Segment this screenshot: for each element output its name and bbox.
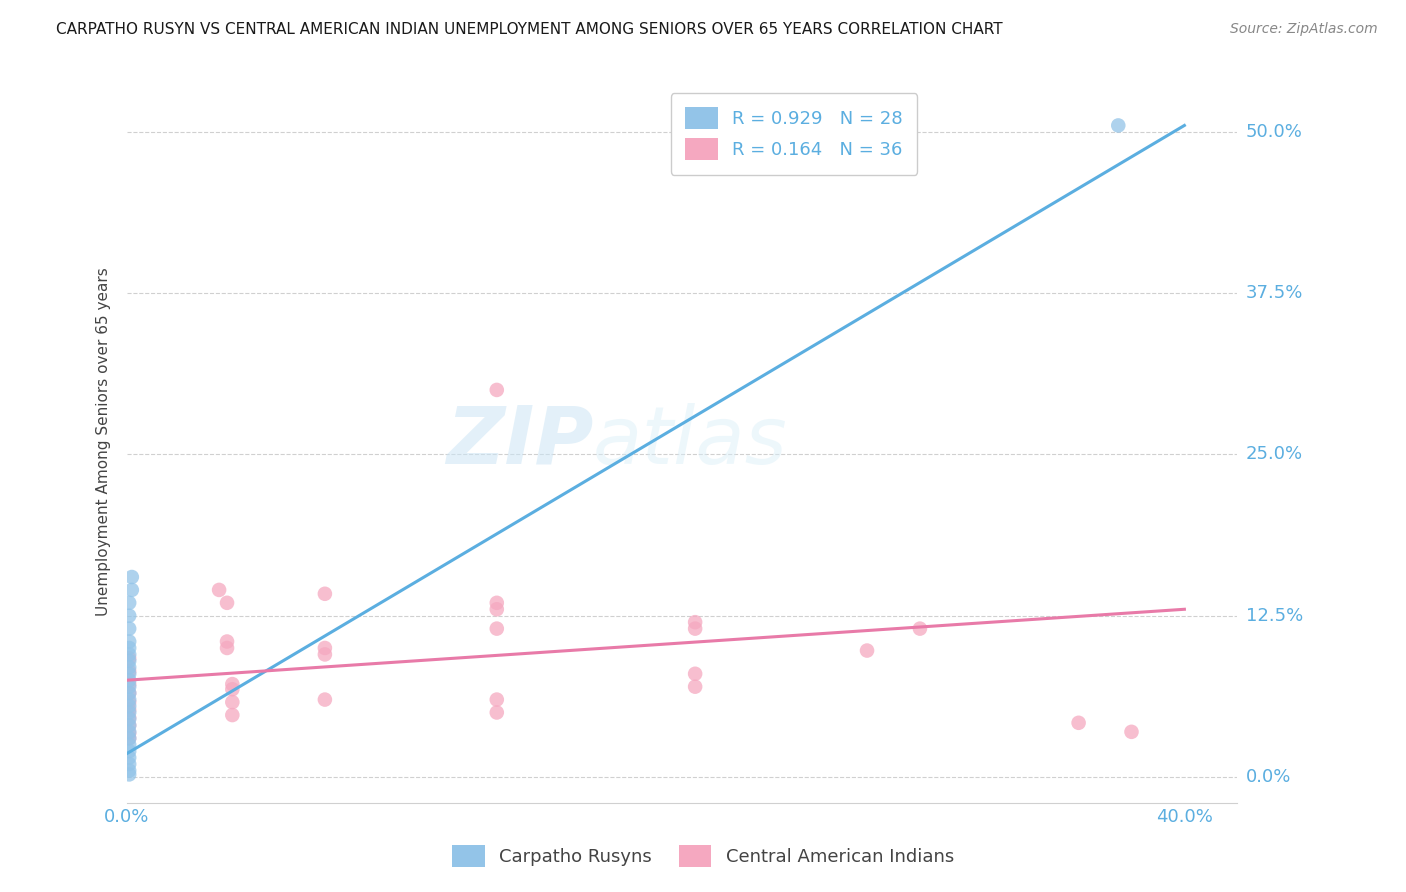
Point xyxy=(118,664,141,678)
Point xyxy=(485,692,508,706)
Point xyxy=(118,596,141,610)
Point xyxy=(314,692,336,706)
Point xyxy=(485,706,508,720)
Point xyxy=(118,718,141,732)
Point xyxy=(118,648,141,662)
Point xyxy=(683,680,706,694)
Point xyxy=(118,666,141,681)
Text: CARPATHO RUSYN VS CENTRAL AMERICAN INDIAN UNEMPLOYMENT AMONG SENIORS OVER 65 YEA: CARPATHO RUSYN VS CENTRAL AMERICAN INDIA… xyxy=(56,22,1002,37)
Point xyxy=(118,744,141,758)
Point xyxy=(1121,724,1143,739)
Point xyxy=(118,640,141,655)
Point xyxy=(683,666,706,681)
Text: Source: ZipAtlas.com: Source: ZipAtlas.com xyxy=(1230,22,1378,37)
Point xyxy=(314,587,336,601)
Point xyxy=(118,757,141,772)
Point xyxy=(118,750,141,764)
Point xyxy=(221,682,243,697)
Point xyxy=(118,726,141,740)
Point xyxy=(121,582,143,597)
Point xyxy=(314,640,336,655)
Point xyxy=(118,622,141,636)
Text: 37.5%: 37.5% xyxy=(1246,285,1303,302)
Point xyxy=(118,703,141,717)
Text: ZIP: ZIP xyxy=(446,402,593,481)
Point xyxy=(221,695,243,709)
Point xyxy=(118,738,141,752)
Point xyxy=(118,680,141,694)
Point xyxy=(118,651,141,665)
Legend: Carpatho Rusyns, Central American Indians: Carpatho Rusyns, Central American Indian… xyxy=(444,838,962,874)
Point xyxy=(118,660,141,674)
Point xyxy=(1067,715,1090,730)
Point xyxy=(118,634,141,648)
Point xyxy=(118,724,141,739)
Point xyxy=(118,677,141,691)
Point xyxy=(118,608,141,623)
Point xyxy=(118,686,141,700)
Point xyxy=(683,615,706,630)
Point xyxy=(118,718,141,732)
Text: 12.5%: 12.5% xyxy=(1246,607,1303,624)
Point xyxy=(485,383,508,397)
Point xyxy=(118,731,141,746)
Point xyxy=(118,764,141,778)
Point xyxy=(485,622,508,636)
Point xyxy=(208,582,231,597)
Point xyxy=(1107,119,1129,133)
Point xyxy=(118,711,141,725)
Point xyxy=(118,692,141,706)
Text: 50.0%: 50.0% xyxy=(1246,123,1302,141)
Point xyxy=(683,622,706,636)
Legend: R = 0.929   N = 28, R = 0.164   N = 36: R = 0.929 N = 28, R = 0.164 N = 36 xyxy=(671,93,917,175)
Point xyxy=(314,648,336,662)
Text: 25.0%: 25.0% xyxy=(1246,445,1303,464)
Y-axis label: Unemployment Among Seniors over 65 years: Unemployment Among Seniors over 65 years xyxy=(96,268,111,615)
Point xyxy=(221,677,243,691)
Point xyxy=(121,570,143,584)
Point xyxy=(485,602,508,616)
Text: atlas: atlas xyxy=(593,402,787,481)
Point xyxy=(118,673,141,688)
Point xyxy=(485,596,508,610)
Point xyxy=(215,596,238,610)
Point xyxy=(215,634,238,648)
Point xyxy=(118,767,141,781)
Text: 0.0%: 0.0% xyxy=(1246,768,1291,786)
Point xyxy=(221,708,243,723)
Point xyxy=(215,640,238,655)
Point xyxy=(118,712,141,726)
Point xyxy=(908,622,931,636)
Point xyxy=(856,643,879,657)
Point xyxy=(118,706,141,720)
Point xyxy=(118,686,141,700)
Point xyxy=(118,695,141,709)
Point xyxy=(118,731,141,746)
Point xyxy=(118,654,141,668)
Point xyxy=(118,699,141,714)
